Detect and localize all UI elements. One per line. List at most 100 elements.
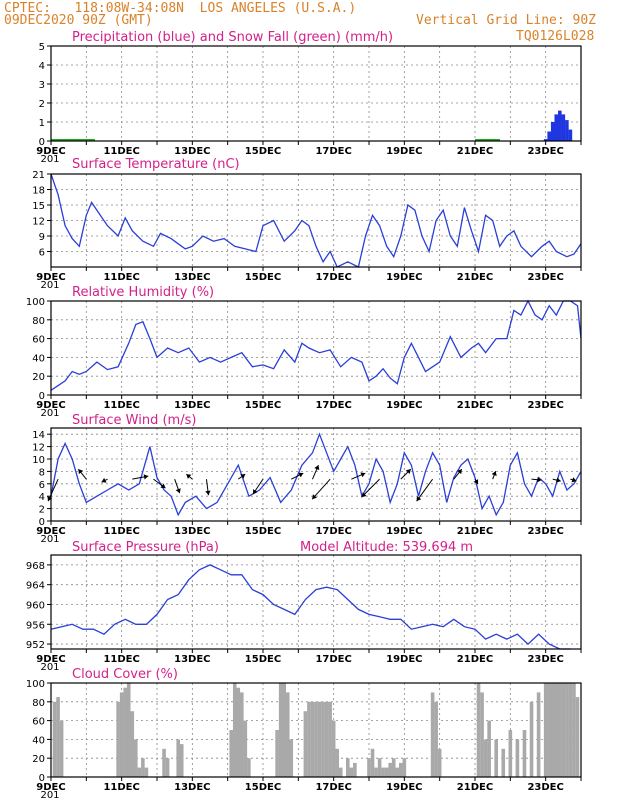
cloud-bar — [314, 701, 318, 777]
cloud-bar — [346, 758, 350, 777]
date-tick-label: 21DEC — [457, 400, 493, 411]
y-tick-label: 40 — [32, 353, 45, 364]
panel-frame — [50, 682, 582, 778]
cloud-bar — [331, 720, 336, 777]
wind-arrowhead — [537, 477, 542, 483]
date-tick-label: 23DEC — [527, 146, 563, 157]
cloud-bar — [381, 767, 385, 777]
y-tick-label: 21 — [32, 170, 45, 181]
cloud-bar — [123, 687, 127, 777]
y-tick-label: 5 — [39, 42, 45, 53]
panel-title: Surface Wind (m/s) — [72, 413, 196, 428]
y-tick-label: 3 — [39, 80, 45, 91]
wind-arrowhead — [405, 469, 411, 475]
cloud-bar — [126, 683, 131, 777]
y-tick-label: 4 — [39, 61, 45, 72]
wind-arrow — [311, 478, 331, 500]
date-tick-label: 23DEC — [527, 526, 563, 537]
cloud-bar — [399, 762, 403, 777]
cloud-bar — [59, 720, 64, 777]
cloud-bar — [243, 720, 248, 777]
date-tick-label: 13DEC — [174, 782, 210, 793]
y-tick-label: 18 — [32, 186, 45, 197]
location-header: CPTEC: 118:08W-34:08N LOS ANGELES (U.S.A… — [4, 1, 357, 16]
y-tick-label: 0 — [39, 391, 45, 402]
date-tick-label: 9DEC — [36, 782, 65, 793]
wind-arrowhead — [314, 465, 320, 471]
cloud-bar — [229, 730, 233, 777]
date-tick-label: 17DEC — [315, 146, 351, 157]
series-line — [50, 432, 582, 517]
wind-arrowhead — [101, 477, 107, 483]
panel-frame — [50, 554, 582, 650]
date-tick-label: 17DEC — [315, 400, 351, 411]
year-cut-label: 201 — [40, 408, 59, 419]
model-code: TQ0126L028 — [516, 29, 595, 44]
date-tick-label: 19DEC — [386, 782, 422, 793]
year-cut-label: 201 — [40, 790, 59, 800]
y-tick-label: 60 — [32, 717, 45, 728]
y-tick-label: 952 — [26, 640, 45, 651]
wind-arrow — [416, 478, 434, 502]
date-tick-label: 23DEC — [527, 400, 563, 411]
cloud-bar — [508, 730, 513, 777]
panel-0: 5 4 3 2 1 09DEC 11DEC 13DEC 15DEC 17DEC 19DEC 21DEC… — [36, 30, 582, 165]
cloud-bar — [328, 701, 332, 777]
cloud-bar — [377, 758, 382, 777]
date-tick-label: 21DEC — [457, 146, 493, 157]
wind-arrowhead — [78, 469, 84, 475]
year-cut-label: 201 — [40, 154, 59, 165]
precip-bar — [568, 129, 573, 141]
y-tick-label: 12 — [32, 217, 45, 228]
cloud-bar — [165, 758, 170, 777]
cloud-bar — [543, 683, 548, 777]
date-tick-label: 11DEC — [103, 146, 139, 157]
panel-title: Surface Pressure (hPa) — [72, 540, 219, 555]
y-tick-label: 0 — [39, 517, 45, 528]
date-tick-label: 15DEC — [245, 272, 281, 283]
wind-arrowhead — [361, 492, 367, 498]
precip-bar — [550, 122, 555, 141]
cloud-bar — [575, 697, 580, 777]
precip-bar — [543, 139, 548, 141]
date-tick-label: 11DEC — [103, 654, 139, 665]
date-tick-label: 15DEC — [245, 782, 281, 793]
date-tick-label: 13DEC — [174, 272, 210, 283]
cloud-bar — [307, 701, 311, 777]
cloud-bar — [374, 767, 378, 777]
series-line — [50, 173, 582, 268]
cloud-bar — [130, 711, 135, 777]
y-tick-label: 8 — [39, 467, 45, 478]
cloud-bar — [247, 758, 251, 777]
cloud-bar — [232, 683, 237, 777]
y-tick-label: 9 — [39, 232, 45, 243]
precip-bar — [554, 114, 559, 141]
date-tick-label: 23DEC — [527, 782, 563, 793]
date-tick-label: 11DEC — [103, 782, 139, 793]
cloud-bar — [119, 692, 124, 777]
cloud-bar — [349, 767, 354, 777]
date-tick-label: 9DEC — [36, 146, 65, 157]
cloud-bar — [236, 687, 241, 777]
cloud-bar — [515, 739, 520, 777]
cloud-bar — [430, 692, 435, 777]
y-tick-label: 1 — [39, 118, 45, 129]
date-tick-label: 15DEC — [245, 526, 281, 537]
wind-arrow — [361, 478, 380, 498]
cloud-bar — [275, 730, 279, 777]
y-tick-label: 4 — [39, 492, 45, 503]
cloud-bar — [324, 701, 329, 777]
cloud-bar — [434, 701, 438, 777]
year-cut-label: 201 — [40, 662, 59, 673]
date-tick-label: 19DEC — [386, 146, 422, 157]
y-tick-label: 80 — [32, 698, 45, 709]
cloud-bar — [561, 683, 566, 777]
y-tick-label: 0 — [39, 137, 45, 148]
cloud-bar — [176, 739, 180, 777]
cloud-bar — [278, 683, 283, 777]
date-tick-label: 21DEC — [457, 272, 493, 283]
cloud-bar — [536, 692, 541, 777]
y-tick-label: 40 — [32, 735, 45, 746]
